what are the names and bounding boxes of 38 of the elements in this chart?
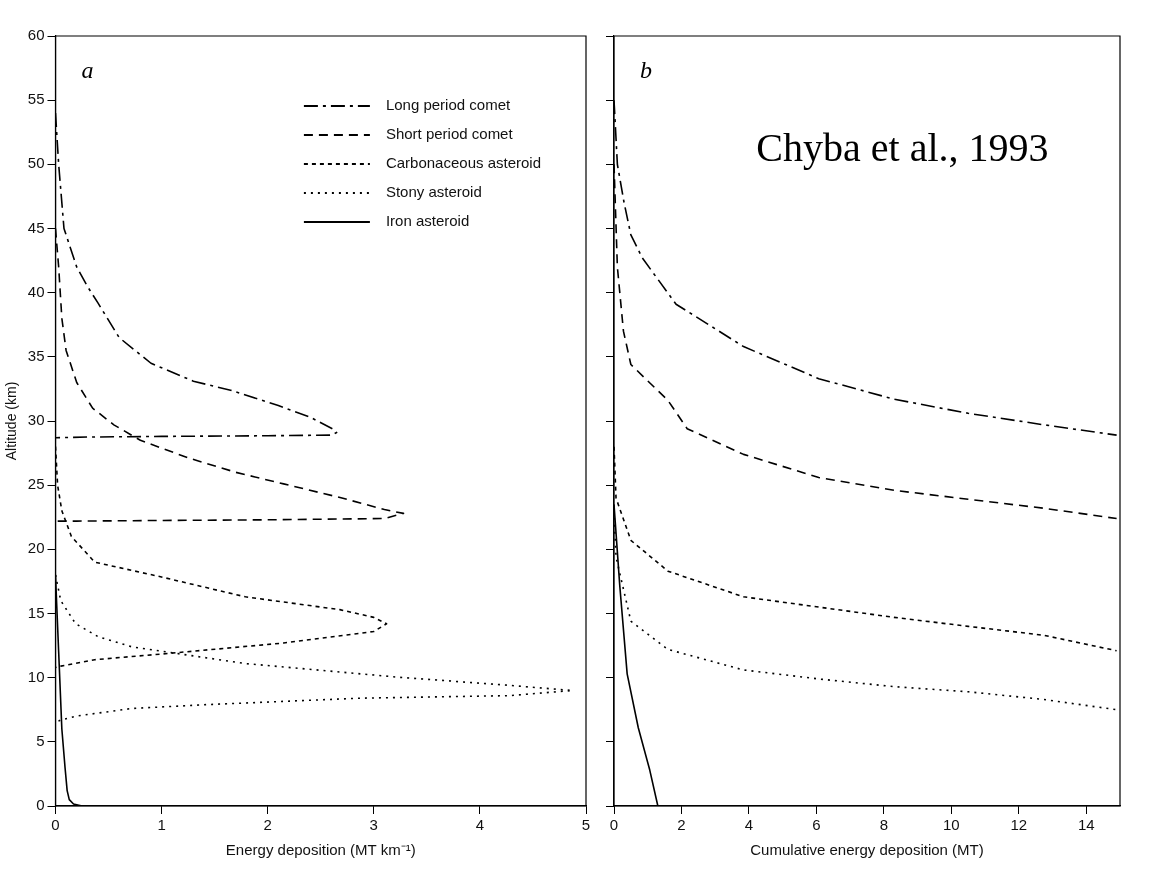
x-tick-label: 10: [942, 816, 960, 834]
y-tick-label: 45: [27, 218, 45, 236]
x-axis-title: Cumulative energy deposition (MT): [750, 841, 984, 859]
x-tick-label: 1: [157, 816, 166, 834]
y-tick-label: 0: [36, 796, 45, 814]
annotation: Chyba et al., 1993: [756, 125, 1049, 170]
annotation: b: [640, 57, 652, 83]
annotation: a: [81, 57, 94, 83]
x-tick-label: 8: [879, 816, 889, 834]
y-tick-label: 10: [27, 667, 45, 685]
x-tick-label: 3: [369, 816, 378, 834]
x-tick-label: 6: [812, 816, 821, 834]
legend-label: Carbonaceous asteroid: [385, 154, 542, 172]
x-tick-label: 14: [1077, 816, 1095, 834]
x-tick-label: 4: [744, 816, 754, 834]
legend-label: Iron asteroid: [385, 212, 470, 230]
x-tick-label: 0: [609, 816, 619, 834]
x-tick-label: 12: [1010, 816, 1028, 834]
x-tick-label: 2: [677, 816, 686, 834]
y-tick-label: 50: [27, 154, 45, 172]
x-axis-title: Energy deposition (MT km⁻¹): [225, 841, 416, 859]
legend-label: Short period comet: [385, 125, 514, 143]
y-tick-label: 30: [27, 411, 45, 429]
x-tick-label: 0: [51, 816, 60, 834]
y-tick-label: 35: [27, 346, 45, 364]
y-tick-label: 40: [27, 282, 45, 300]
legend-label: Stony asteroid: [385, 183, 482, 201]
y-tick-label: 25: [27, 475, 45, 493]
y-tick-label: 15: [27, 603, 45, 621]
x-tick-label: 2: [263, 816, 272, 834]
y-tick-label: 60: [27, 26, 45, 44]
x-tick-label: 5: [581, 816, 591, 834]
legend-label: Long period comet: [385, 96, 511, 114]
y-axis-title: Altitude (km): [3, 381, 20, 461]
y-tick-label: 20: [27, 539, 45, 557]
y-tick-label: 55: [27, 90, 45, 108]
y-tick-label: 5: [36, 731, 45, 749]
x-tick-label: 4: [475, 816, 485, 834]
